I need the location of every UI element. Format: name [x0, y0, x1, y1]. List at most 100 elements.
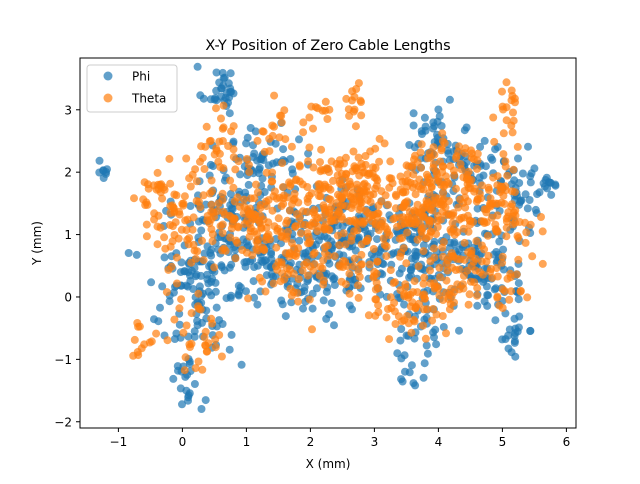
data-point [255, 216, 264, 225]
data-point [267, 177, 276, 186]
data-point [460, 238, 469, 247]
plot-frame [79, 57, 577, 429]
data-point [226, 84, 235, 93]
data-point [206, 160, 215, 169]
data-point [414, 262, 423, 271]
data-point [304, 157, 313, 166]
data-point [183, 235, 192, 244]
data-point [165, 154, 174, 163]
data-point [465, 175, 474, 184]
data-point [495, 301, 504, 310]
data-point [190, 327, 199, 336]
data-point [240, 219, 249, 228]
data-point [179, 201, 188, 210]
data-point [480, 136, 489, 145]
data-point [201, 341, 210, 350]
data-point [361, 152, 370, 160]
data-point [357, 159, 366, 168]
data-point [249, 277, 258, 286]
data-point [390, 298, 399, 307]
data-point [410, 215, 419, 224]
data-point [343, 262, 352, 271]
data-point [382, 252, 391, 261]
data-point [142, 232, 151, 241]
data-point [234, 223, 243, 232]
data-point [434, 174, 443, 183]
data-point [309, 124, 317, 133]
data-point [502, 232, 511, 241]
data-point [410, 317, 419, 326]
data-point [433, 223, 442, 231]
data-point [330, 252, 339, 261]
data-point [309, 250, 318, 259]
data-point [346, 180, 355, 189]
x-axis: −1 0 1 2 3 4 5 6 [110, 428, 570, 449]
data-point [275, 193, 284, 202]
data-point [309, 163, 318, 172]
data-point [212, 104, 220, 113]
data-point [528, 252, 537, 261]
data-point [547, 190, 556, 199]
data-point [178, 400, 186, 409]
data-point [464, 227, 473, 236]
data-point [225, 345, 234, 354]
data-point [391, 204, 400, 213]
data-point [312, 284, 321, 293]
data-point [357, 250, 366, 259]
data-point [405, 141, 414, 149]
data-point [429, 305, 438, 313]
data-point [226, 240, 235, 249]
data-point [491, 316, 500, 325]
data-point [420, 359, 429, 368]
data-point [508, 128, 517, 137]
data-point [403, 228, 412, 237]
data-point [370, 267, 379, 276]
data-point [420, 273, 429, 282]
data-point [437, 122, 446, 130]
data-point [430, 237, 439, 246]
data-point [464, 300, 473, 309]
data-point [175, 320, 184, 329]
data-point [400, 300, 409, 309]
data-point [514, 279, 523, 288]
data-point [444, 197, 453, 205]
data-point [333, 231, 342, 240]
data-point [169, 374, 178, 383]
data-point [307, 102, 316, 111]
data-point [196, 91, 205, 100]
x-tick-label: 4 [435, 435, 443, 449]
data-point [229, 122, 238, 131]
data-point [467, 153, 476, 162]
data-point [411, 208, 420, 216]
data-point [246, 209, 255, 218]
data-point [441, 288, 450, 297]
data-point [490, 137, 499, 146]
points-layer [95, 62, 560, 413]
data-point [219, 244, 228, 253]
data-point [147, 337, 156, 346]
data-point [375, 157, 384, 166]
data-point [294, 244, 303, 253]
data-point [480, 297, 489, 306]
data-point [324, 164, 333, 173]
data-point [264, 161, 273, 170]
data-point [509, 108, 517, 117]
data-point [380, 139, 389, 148]
data-point [244, 294, 253, 303]
data-point [444, 210, 453, 218]
legend-label-phi: Phi [132, 70, 150, 84]
data-point [429, 118, 438, 127]
data-point [210, 150, 219, 159]
data-point [218, 137, 227, 145]
data-point [436, 157, 445, 166]
data-point [316, 192, 325, 201]
data-point [531, 205, 540, 214]
data-point [272, 243, 281, 252]
data-point [425, 216, 434, 225]
data-point [455, 265, 464, 274]
data-point [453, 280, 462, 289]
data-point [301, 220, 310, 229]
legend: Phi Theta [86, 64, 178, 113]
data-point [207, 251, 216, 260]
data-point [276, 277, 285, 286]
